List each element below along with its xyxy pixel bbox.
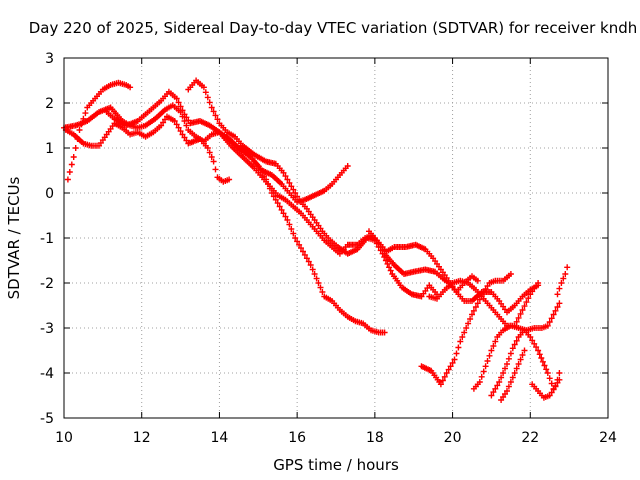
series-track-12: [498, 347, 528, 403]
data-point-markers: [554, 264, 571, 298]
chart-title: Day 220 of 2025, Sidereal Day-to-day VTE…: [29, 19, 638, 37]
y-tick-label: -3: [40, 321, 54, 337]
y-tick-label: -4: [40, 366, 54, 382]
y-tick-label: -2: [40, 276, 54, 292]
series-track-14: [554, 264, 571, 298]
x-tick-label: 18: [366, 430, 384, 446]
y-tick-label: 3: [45, 51, 54, 67]
data-point-markers: [64, 79, 134, 183]
x-tick-label: 16: [288, 430, 306, 446]
x-tick-label: 12: [133, 430, 151, 446]
data-point-markers: [237, 142, 351, 205]
grid-lines: [64, 58, 608, 418]
series-track-13: [529, 370, 563, 401]
data-point-markers: [185, 77, 440, 300]
series-track-11: [488, 327, 563, 399]
data-point-markers: [103, 88, 481, 295]
data-point-markers: [426, 277, 542, 329]
x-tick-label: 10: [55, 430, 73, 446]
y-axis-label: SDTVAR / TECUs: [5, 176, 23, 299]
data-point-markers: [418, 271, 514, 388]
x-tick-label: 14: [211, 430, 229, 446]
series-track-4: [103, 88, 481, 295]
series-track-8: [426, 277, 542, 329]
series-track-10: [470, 300, 563, 392]
y-tick-label: 2: [45, 96, 54, 112]
data-point-markers: [529, 370, 563, 401]
x-axis-label: GPS time / hours: [273, 456, 399, 474]
series-track-5: [185, 77, 440, 300]
data-marks: [61, 77, 571, 403]
data-point-markers: [470, 300, 563, 392]
series-track-6: [237, 142, 351, 205]
series-track-1: [64, 79, 134, 183]
data-point-markers: [488, 327, 563, 399]
x-tick-label: 20: [444, 430, 462, 446]
y-tick-label: 1: [45, 141, 54, 157]
data-point-markers: [498, 347, 528, 403]
x-tick-label: 22: [521, 430, 539, 446]
y-tick-label: 0: [45, 186, 54, 202]
series-track-9: [418, 271, 514, 388]
x-tick-label: 24: [599, 430, 617, 446]
y-tick-label: -5: [40, 411, 54, 427]
y-tick-label: -1: [40, 231, 54, 247]
